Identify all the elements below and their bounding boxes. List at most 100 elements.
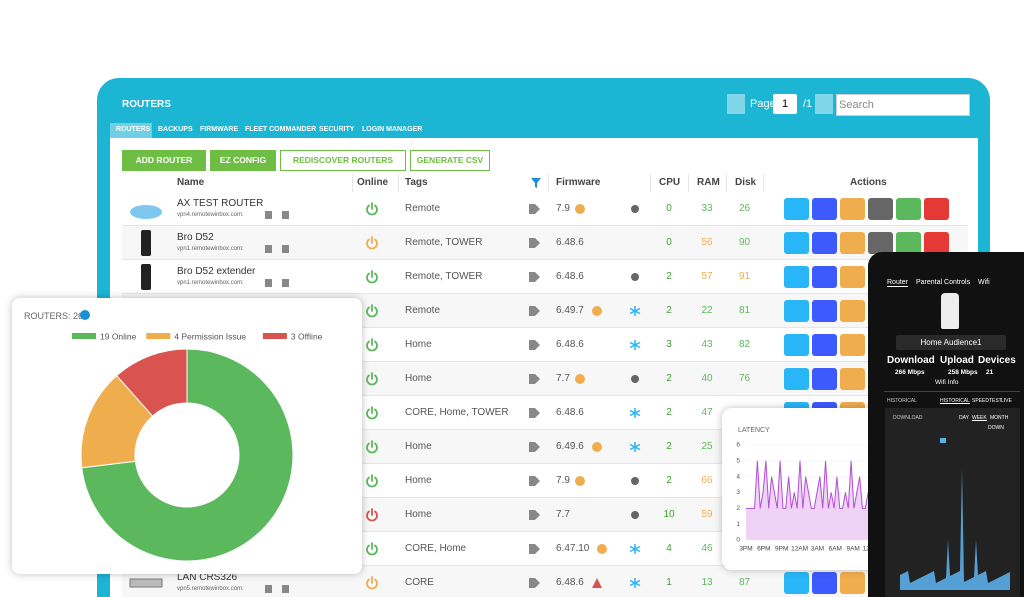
online-icon <box>366 338 378 352</box>
online-status <box>366 202 378 216</box>
action-button[interactable] <box>812 232 837 254</box>
tag-shape <box>529 238 540 248</box>
tag-icon <box>529 544 540 554</box>
tags: Remote <box>405 305 441 316</box>
tags: Remote, TOWER <box>405 271 483 282</box>
device-shape <box>130 205 162 219</box>
tab[interactable]: SECURITY <box>319 126 355 133</box>
router-name[interactable]: Bro D52 <box>177 232 214 243</box>
router-name[interactable]: AX TEST ROUTER <box>177 198 264 209</box>
online-status <box>366 304 378 318</box>
action-button[interactable] <box>784 572 809 594</box>
tab[interactable]: LOGIN MANAGER <box>362 126 423 133</box>
tab[interactable]: BACKUPS <box>158 126 193 133</box>
range-tab[interactable]: MONTH <box>990 415 1009 421</box>
action-button[interactable] <box>812 334 837 356</box>
ram: 22 <box>701 305 713 316</box>
action-button[interactable] <box>812 572 837 594</box>
mode-tab[interactable]: HISTORICAL <box>940 398 970 404</box>
page-input[interactable]: 1 <box>773 94 797 114</box>
firmware: 6.48.6 <box>556 339 584 350</box>
action-button[interactable] <box>868 232 893 254</box>
action-button[interactable] <box>812 300 837 322</box>
action-button[interactable] <box>840 300 865 322</box>
range-tab[interactable]: DAY <box>959 415 969 421</box>
firmware-badge <box>591 442 602 452</box>
tags: Home <box>405 509 432 520</box>
toolbar-button[interactable]: ADD ROUTER <box>122 150 206 171</box>
action-button[interactable] <box>784 266 809 288</box>
search-box[interactable]: Search <box>836 94 970 116</box>
action-button[interactable] <box>784 232 809 254</box>
ram: 47 <box>701 407 713 418</box>
action-button[interactable] <box>840 198 865 220</box>
action-button[interactable] <box>896 232 921 254</box>
action-button[interactable] <box>784 368 809 390</box>
device-image <box>130 205 162 219</box>
phone-tab[interactable]: Router <box>887 279 909 287</box>
action-button[interactable] <box>784 300 809 322</box>
x-tick-label: 9AM <box>846 546 859 553</box>
action-button[interactable] <box>868 198 893 220</box>
ram: 56 <box>701 237 713 248</box>
online-icon <box>366 270 378 284</box>
action-button[interactable] <box>840 368 865 390</box>
warning-badge <box>591 578 602 588</box>
tag-icon <box>529 510 540 520</box>
disk: 26 <box>738 203 751 214</box>
range-tab[interactable]: WEEK <box>972 415 987 421</box>
action-button[interactable] <box>840 232 865 254</box>
stat-value: 266 Mbps <box>895 369 925 376</box>
page-total: /1 <box>803 98 813 110</box>
online-status <box>366 372 378 386</box>
stat-label: Devices <box>978 355 1016 366</box>
platform-icon <box>629 578 641 588</box>
column-header: Tags <box>405 177 428 188</box>
action-button[interactable] <box>840 266 865 288</box>
tab[interactable]: FLEET COMMANDER <box>245 126 317 133</box>
router-name[interactable]: LAN CRS326 <box>177 572 238 583</box>
mode-tab[interactable]: LIVE <box>1001 398 1012 404</box>
cpu: 2 <box>666 373 672 384</box>
action-button[interactable] <box>784 198 809 220</box>
action-button[interactable] <box>784 334 809 356</box>
toolbar-button[interactable]: EZ CONFIG <box>210 150 276 171</box>
action-button[interactable] <box>812 266 837 288</box>
column-header: Disk <box>735 177 757 188</box>
wifi-info[interactable]: Wifi Info <box>935 379 959 386</box>
legend-swatch <box>940 438 946 443</box>
action-button[interactable] <box>896 198 921 220</box>
download-area <box>900 468 1010 590</box>
phone-tab[interactable]: Wifi <box>978 279 990 286</box>
upgrade-badge <box>574 374 585 384</box>
ram: 46 <box>701 543 713 554</box>
cpu: 1 <box>666 577 672 588</box>
ram: 57 <box>701 271 713 282</box>
action-button[interactable] <box>840 334 865 356</box>
legend-swatch <box>262 333 287 339</box>
y-tick-label: 2 <box>736 505 740 512</box>
tags: Home <box>405 339 432 350</box>
action-button[interactable] <box>924 198 949 220</box>
tab[interactable]: ROUTERS <box>116 126 151 133</box>
toolbar-button[interactable]: REDISCOVER ROUTERS <box>280 150 406 171</box>
action-button[interactable] <box>924 232 949 254</box>
next-page[interactable] <box>815 94 833 114</box>
prev-page[interactable] <box>727 94 745 114</box>
action-button[interactable] <box>812 198 837 220</box>
x-tick-label: 9PM <box>775 546 788 553</box>
toolbar-button[interactable]: GENERATE CSV <box>410 150 490 171</box>
device-image <box>129 578 163 588</box>
router-name[interactable]: Bro D52 extender <box>177 266 256 277</box>
action-button[interactable] <box>840 572 865 594</box>
x-tick-label: 12AM <box>791 546 808 553</box>
tab[interactable]: FIRMWARE <box>200 126 239 133</box>
firmware: 6.49.6 <box>556 441 584 452</box>
online-icon <box>366 236 378 250</box>
online-status <box>366 338 378 352</box>
phone-tab[interactable]: Parental Controls <box>916 279 971 286</box>
mode-tab[interactable]: SPEEDTEST <box>972 398 1002 404</box>
action-button[interactable] <box>812 368 837 390</box>
network-select[interactable]: Home Audience1 <box>896 335 1006 350</box>
host-icons <box>265 211 289 219</box>
